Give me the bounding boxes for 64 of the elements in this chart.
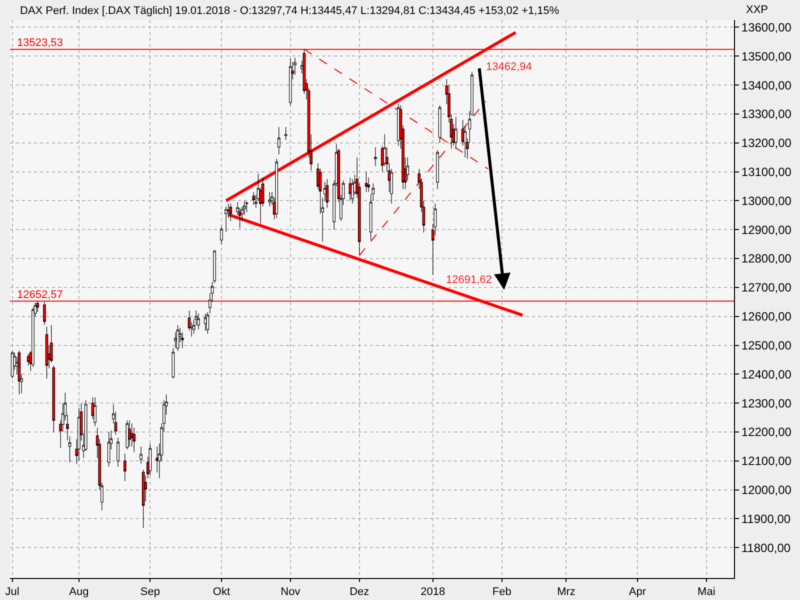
y-tick-label: 12800,00 — [741, 252, 792, 266]
y-tick-label: 12400,00 — [741, 367, 792, 382]
ref-line-label: 13523,53 — [17, 37, 63, 49]
candlestick — [252, 192, 256, 206]
y-tick-label: 12500,00 — [741, 338, 792, 352]
y-tick-label: 13400,00 — [741, 78, 792, 92]
x-tick-label: Apr — [628, 586, 646, 598]
y-tick-label: 13600,00 — [741, 20, 792, 34]
y-tick-label: 12100,00 — [741, 454, 792, 468]
candlestick — [284, 126, 288, 140]
candlestick — [289, 58, 292, 106]
y-tick-label: 11800,00 — [741, 540, 791, 555]
y-tick-label: 13200,00 — [741, 136, 792, 150]
candlestick — [374, 146, 377, 166]
candlestick — [364, 171, 368, 192]
chart-title: DAX Perf. Index [.DAX Täglich] 19.01.2018 - O:13297,74 H:13445,47 L:13294,81 C:13434,45 +153,02 +1,15% — [20, 4, 560, 17]
candlestick — [52, 365, 56, 432]
y-tick-label: 12200,00 — [741, 425, 792, 440]
x-tick-label: Jul — [5, 586, 20, 598]
x-tick-label: Okt — [212, 586, 230, 598]
candlestick — [454, 116, 458, 149]
x-tick-label: Dez — [350, 586, 370, 598]
candlestick — [45, 326, 48, 379]
x-tick-label: Mrz — [557, 586, 576, 598]
y-tick-label: 13500,00 — [741, 49, 792, 64]
y-tick-label: 11900,00 — [741, 512, 791, 526]
x-tick-label: Feb — [492, 586, 512, 598]
candlestick — [116, 437, 120, 467]
candlestick — [18, 350, 21, 395]
y-tick-label: 13100,00 — [741, 164, 792, 179]
ref-line-label: 12652,57 — [17, 289, 63, 301]
y-tick-label: 12700,00 — [741, 280, 792, 295]
candlestick — [107, 432, 110, 467]
candlestick — [372, 183, 375, 201]
candlestick — [94, 397, 96, 427]
candlestick — [268, 192, 272, 207]
candlestick — [369, 193, 372, 240]
candlestick — [278, 126, 280, 155]
y-tick-label: 12600,00 — [741, 310, 792, 324]
y-tick-label: 12900,00 — [741, 222, 792, 237]
candlestick — [142, 469, 145, 528]
candlestick — [245, 200, 248, 213]
candlestick — [124, 453, 126, 482]
x-tick-label: Nov — [280, 586, 301, 598]
candlestick — [326, 178, 329, 208]
candlestick — [172, 348, 175, 379]
candlestick — [436, 150, 439, 190]
x-tick-label: Aug — [69, 586, 89, 598]
x-tick-label: 2018 — [420, 586, 446, 598]
x-tick-label: Sep — [140, 586, 160, 598]
candlestick — [140, 446, 142, 464]
y-tick-label: 12300,00 — [741, 396, 792, 410]
text: XXP — [746, 4, 768, 16]
candlestick — [180, 332, 184, 348]
candlestick — [294, 57, 296, 76]
annotation: 12691,62 — [446, 274, 492, 286]
candlestick — [348, 177, 352, 201]
y-tick-label: 13000,00 — [741, 194, 792, 208]
candlestick — [148, 443, 152, 476]
candlestick — [220, 226, 223, 244]
y-tick-label: 12000,00 — [741, 483, 792, 498]
x-tick-label: Mai — [698, 586, 716, 598]
annotation: 13462,94 — [486, 61, 532, 73]
y-tick-label: 13300,00 — [741, 107, 792, 122]
